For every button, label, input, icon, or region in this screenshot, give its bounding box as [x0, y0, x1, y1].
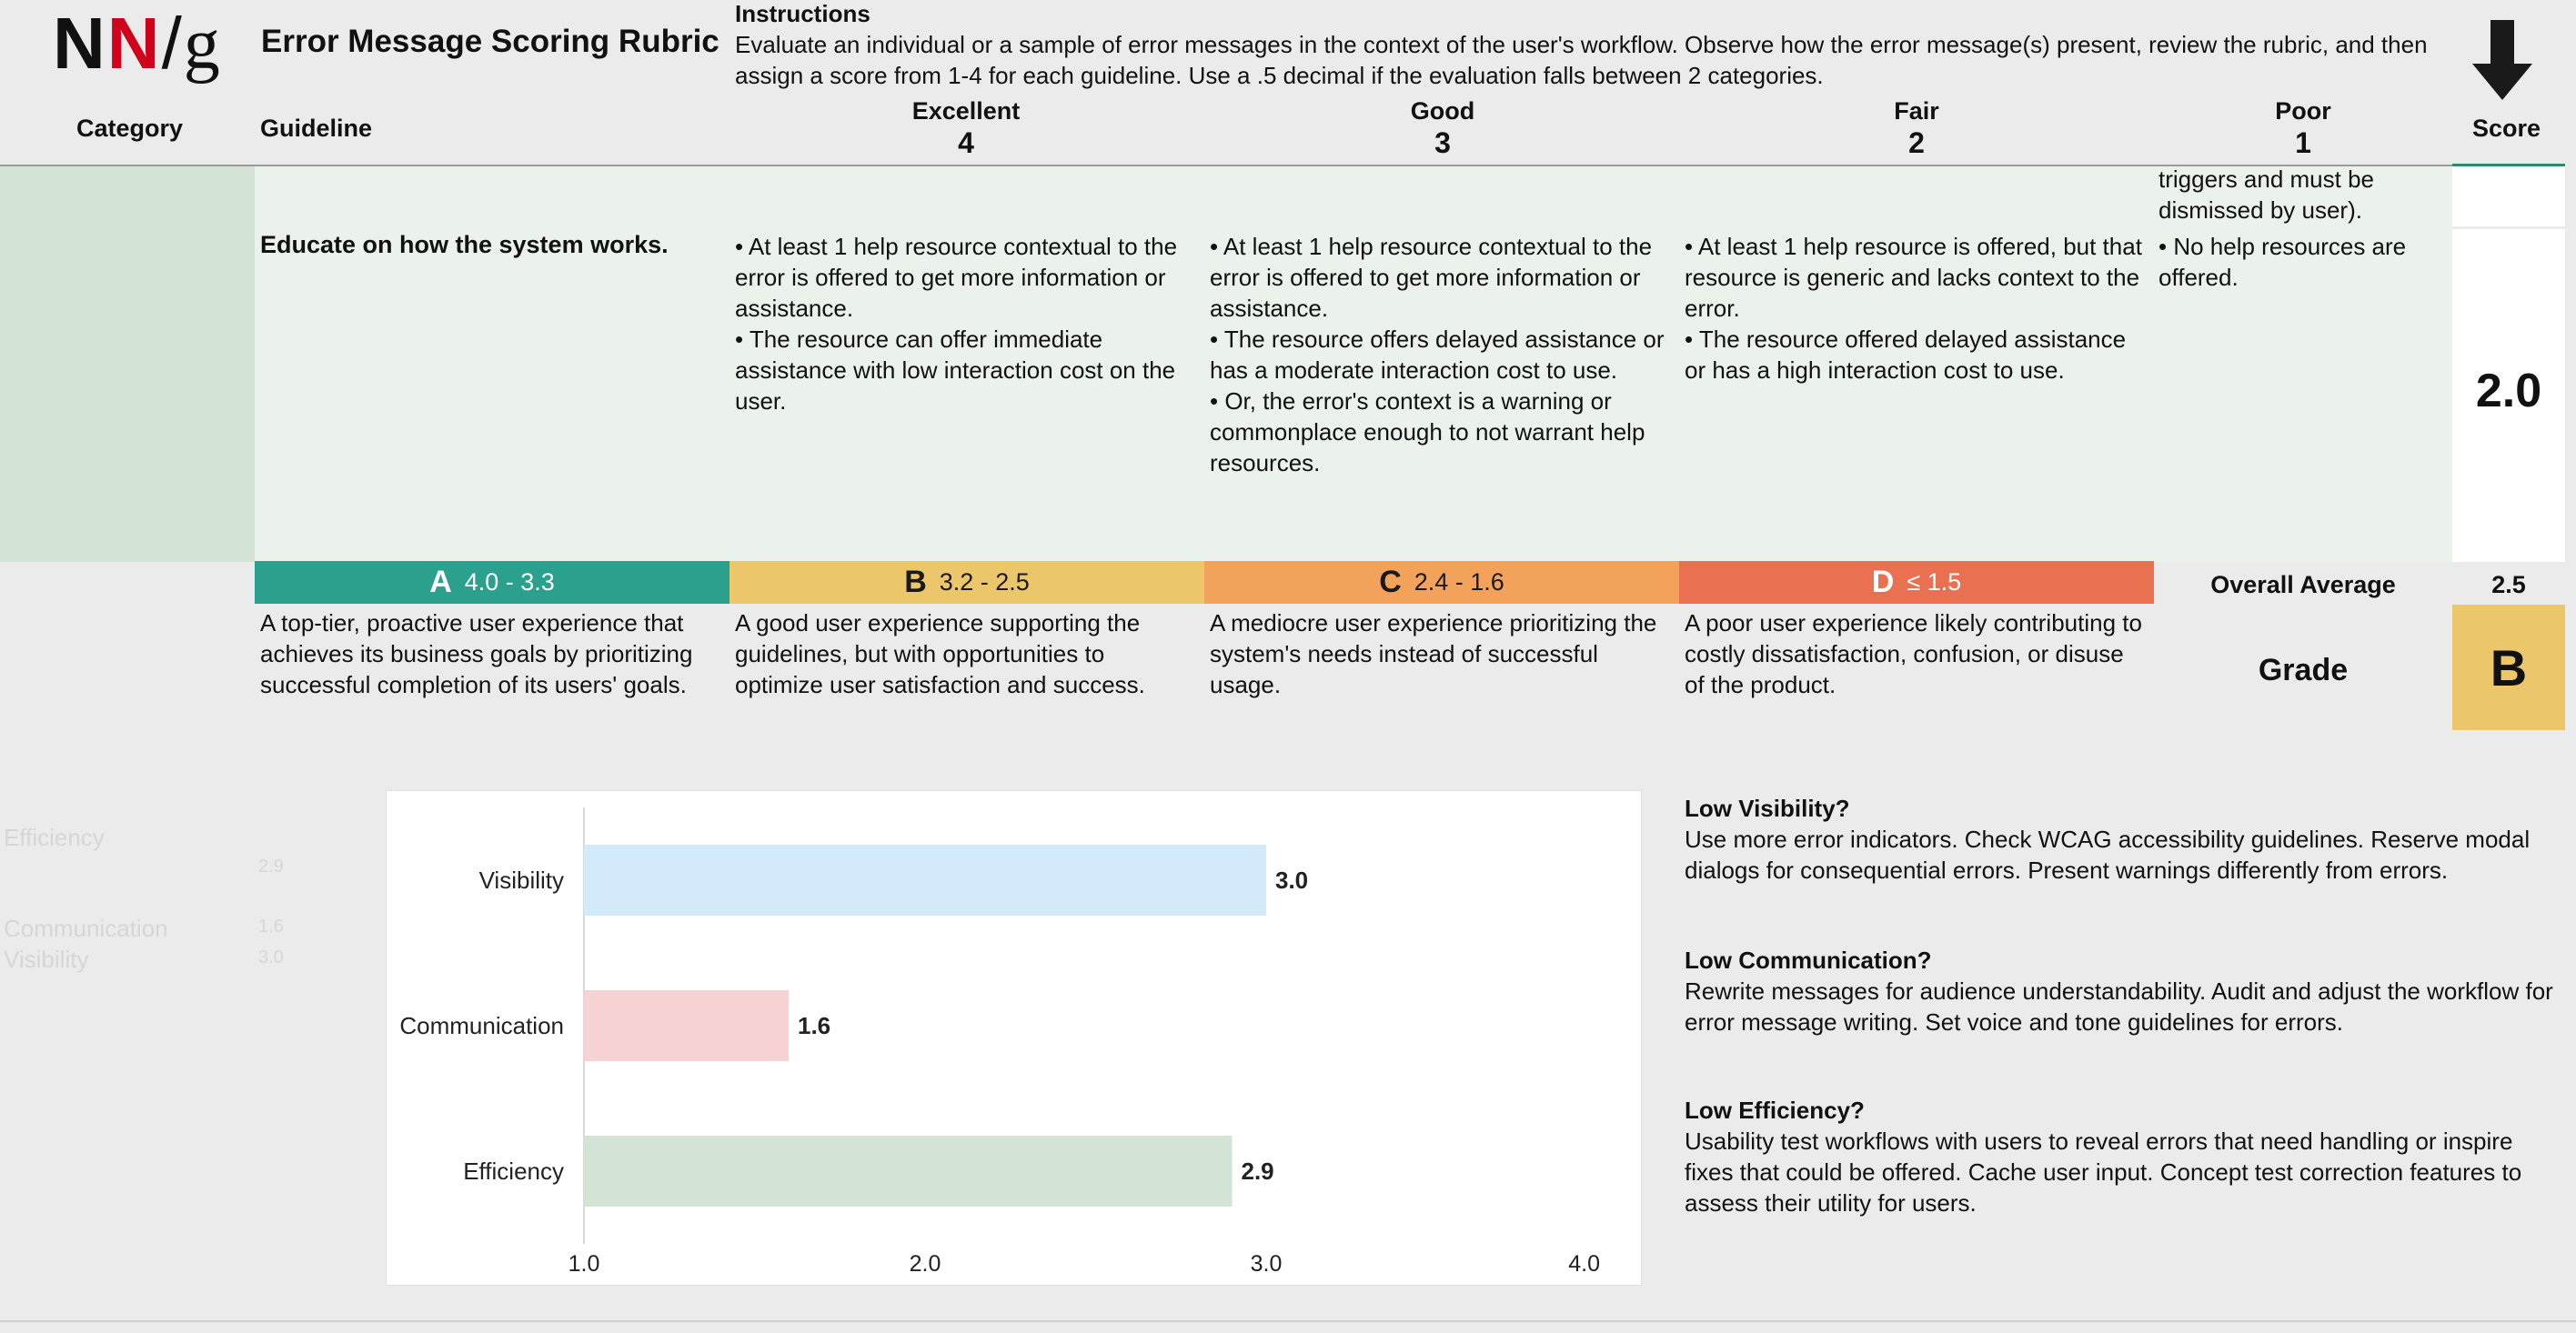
level-number: 4 — [958, 126, 974, 159]
chart-tick-label: 2.0 — [910, 1251, 941, 1277]
score-bar-chart: Visibility 3.0 Communication 1.6 Efficiency 2… — [386, 790, 1642, 1286]
column-header-poor: Poor 1 — [2212, 96, 2394, 160]
faded-label-efficiency: Efficiency — [4, 824, 105, 851]
grade-d-description: A poor user experience likely contributi… — [1685, 609, 2142, 698]
tip-visibility-text: Use more error indicators. Check WCAG ac… — [1685, 826, 2531, 884]
grade-band-a: A 4.0 - 3.3 — [255, 561, 730, 604]
grade-band-b: B 3.2 - 2.5 — [730, 561, 1204, 604]
grade-letter: A — [429, 565, 452, 599]
rubric-title: Error Message Scoring Rubric — [261, 24, 719, 59]
grade-band-d: D ≤ 1.5 — [1679, 561, 2154, 604]
column-header-good: Good 3 — [1352, 96, 1534, 160]
previous-score-cell[interactable] — [2452, 166, 2565, 226]
tip-efficiency-text: Usability test workflows with users to r… — [1685, 1128, 2522, 1217]
chart-category-label: Efficiency — [463, 1158, 564, 1185]
faded-label-visibility: Visibility — [4, 946, 89, 973]
grade-b-description: A good user experience supporting the gu… — [735, 609, 1145, 698]
level-number: 1 — [2295, 126, 2311, 159]
arrow-down-icon — [2472, 20, 2532, 100]
grade-letter: B — [904, 565, 927, 599]
grade-label: Grade — [2258, 653, 2349, 687]
faded-value: 2.9 — [258, 857, 284, 877]
grade-range: ≤ 1.5 — [1907, 568, 1962, 596]
poor-criteria: • No help resources are offered. — [2158, 233, 2407, 291]
chart-tick-label: 4.0 — [1568, 1251, 1600, 1277]
chart-bar — [584, 990, 789, 1061]
grade-value: B — [2452, 605, 2565, 730]
column-header-excellent: Excellent 4 — [875, 96, 1057, 160]
nng-logo: NN/g — [53, 7, 222, 82]
grade-range: 4.0 - 3.3 — [464, 568, 555, 596]
chart-data-label: 3.0 — [1275, 867, 1308, 894]
faded-value: 1.6 — [258, 917, 284, 937]
overall-average-value: 2.5 — [2491, 571, 2526, 598]
column-header-category: Category — [76, 115, 184, 142]
level-number: 2 — [1908, 126, 1925, 159]
tip-communication-text: Rewrite messages for audience understand… — [1685, 977, 2553, 1036]
level-number: 3 — [1434, 126, 1451, 159]
instructions-text: Evaluate an individual or a sample of er… — [735, 31, 2428, 89]
logo-slash: / — [161, 3, 184, 84]
bottom-divider — [0, 1320, 2576, 1322]
score-value: 2.0 — [2475, 365, 2542, 417]
logo-letter-n-red: N — [106, 3, 162, 84]
column-header-guideline: Guideline — [260, 115, 373, 142]
chart-tick-label: 3.0 — [1251, 1251, 1283, 1277]
level-name: Poor — [2275, 97, 2331, 125]
chart-tick-label: 1.0 — [569, 1251, 600, 1277]
previous-row-poor-text: triggers and must be dismissed by user). — [2158, 165, 2375, 224]
excellent-criteria: • At least 1 help resource contextual to… — [735, 233, 1178, 415]
tip-communication-title: Low Communication? — [1685, 947, 1932, 974]
faded-value: 3.0 — [258, 947, 284, 967]
fair-criteria: • At least 1 help resource is offered, b… — [1685, 233, 2142, 384]
score-header-divider — [2452, 164, 2565, 166]
good-criteria: • At least 1 help resource contextual to… — [1210, 233, 1665, 476]
grade-range: 2.4 - 1.6 — [1414, 568, 1504, 596]
logo-letter-g: g — [183, 5, 222, 85]
grade-band-c: C 2.4 - 1.6 — [1204, 561, 1679, 604]
overall-average-label: Overall Average — [2210, 571, 2396, 598]
grade-a-description: A top-tier, proactive user experience th… — [260, 609, 693, 698]
chart-data-label: 2.9 — [1242, 1158, 1274, 1185]
tip-efficiency-title: Low Efficiency? — [1685, 1097, 1865, 1124]
header-divider — [0, 165, 2452, 166]
chart-category-label: Visibility — [479, 867, 564, 894]
grade-letter: C — [1379, 565, 1402, 599]
logo-letter-n: N — [53, 3, 107, 84]
level-name: Good — [1410, 97, 1475, 125]
instructions-title: Instructions — [735, 0, 870, 27]
grade-range: 3.2 - 2.5 — [939, 568, 1030, 596]
faded-label-communication: Communication — [4, 915, 168, 942]
grade-letter: D — [1871, 565, 1895, 599]
guideline-text: Educate on how the system works. — [260, 231, 669, 258]
score-cell[interactable] — [2452, 229, 2565, 562]
chart-data-label: 1.6 — [798, 1012, 830, 1039]
guideline-row — [255, 166, 2452, 562]
tip-visibility-title: Low Visibility? — [1685, 795, 1850, 822]
grade-c-description: A mediocre user experience prioritizing … — [1210, 609, 1657, 698]
chart-bar — [584, 1136, 1233, 1207]
column-header-score: Score — [2472, 115, 2541, 142]
level-name: Excellent — [911, 97, 1021, 125]
chart-category-label: Communication — [399, 1012, 564, 1039]
category-cell[interactable] — [0, 166, 255, 562]
column-header-fair: Fair 2 — [1826, 96, 2007, 160]
level-name: Fair — [1894, 97, 1939, 125]
bar-chart-svg: Visibility 3.0 Communication 1.6 Efficiency 2… — [399, 807, 1600, 1277]
chart-bar — [584, 845, 1266, 916]
